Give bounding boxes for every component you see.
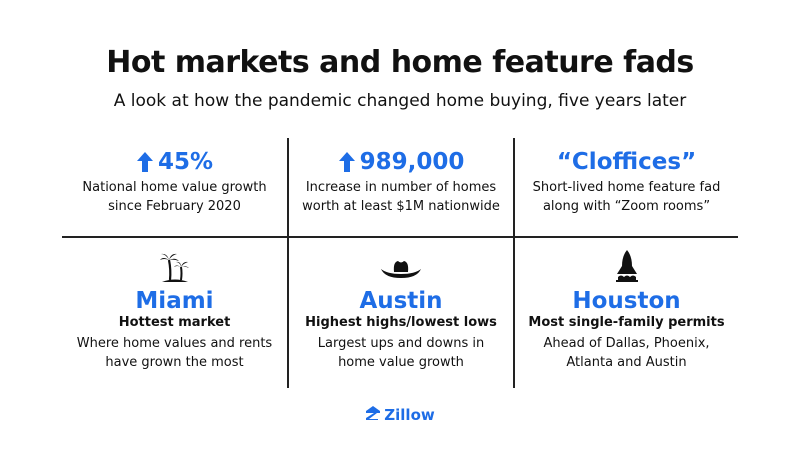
page-subtitle: A look at how the pandemic changed home …: [113, 91, 687, 111]
market-city: Miami: [135, 288, 214, 314]
divider-horizontal: [62, 236, 738, 238]
brand-name: Zillow: [384, 406, 435, 424]
market-city: Austin: [359, 288, 443, 314]
stat-description: Increase in number of homes worth at lea…: [302, 180, 500, 214]
up-arrow-icon: [338, 151, 356, 173]
stat-home-value-growth: 45% National home value growth since Feb…: [62, 148, 287, 216]
zillow-logo: Zillow: [0, 405, 800, 425]
stat-value: 989,000: [359, 149, 465, 175]
palm-trees-icon: [62, 246, 287, 284]
cowboy-hat-icon: [289, 246, 513, 284]
rocket-icon: [515, 246, 738, 284]
stat-million-dollar-homes: 989,000 Increase in number of homes wort…: [289, 148, 513, 216]
stat-cloffices: “Cloffices” Short-lived home feature fad…: [515, 148, 738, 216]
stat-value: “Cloffices”: [556, 149, 697, 175]
up-arrow-icon: [136, 151, 154, 173]
market-description: Ahead of Dallas, Phoenix, Atlanta and Au…: [543, 336, 710, 370]
market-description: Largest ups and downs in home value grow…: [317, 336, 485, 370]
market-austin: Austin Highest highs/lowest lows Largest…: [289, 246, 513, 372]
stat-value: 45%: [157, 149, 214, 175]
zillow-house-icon: [365, 405, 381, 425]
divider-vertical-right: [513, 138, 515, 388]
market-label: Hottest market: [118, 315, 231, 330]
divider-vertical-left: [287, 138, 289, 388]
market-description: Where home values and rents have grown t…: [76, 336, 273, 370]
market-houston: Houston Most single-family permits Ahead…: [515, 246, 738, 372]
market-label: Highest highs/lowest lows: [305, 315, 497, 330]
stat-description: National home value growth since Februar…: [82, 180, 267, 214]
market-city: Houston: [572, 288, 681, 314]
page-title: Hot markets and home feature fads: [106, 45, 694, 80]
market-label: Most single-family permits: [528, 315, 725, 330]
stat-description: Short-lived home feature fad along with …: [532, 180, 721, 214]
market-miami: Miami Hottest market Where home values a…: [62, 246, 287, 372]
